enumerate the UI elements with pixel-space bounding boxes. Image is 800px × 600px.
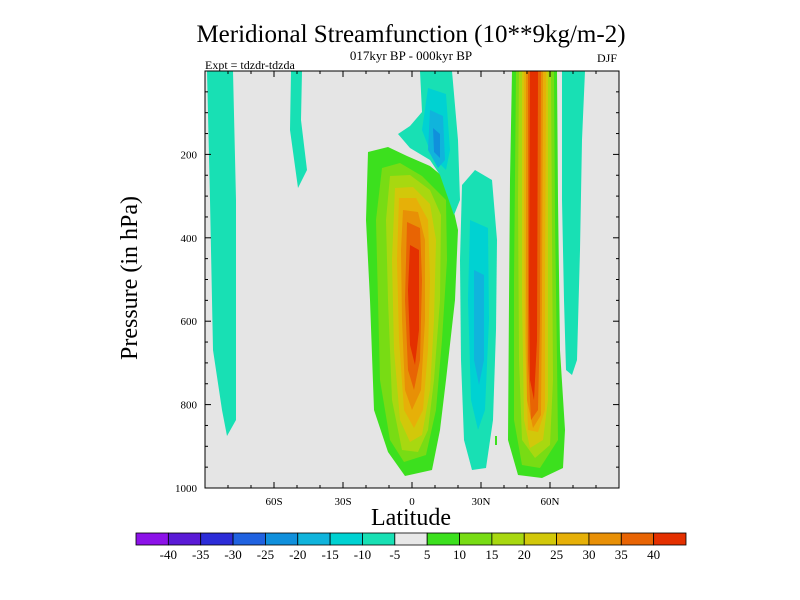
x-tick-label: 60N	[541, 496, 560, 508]
y-axis-ticks: 200 400 600 800 1000	[175, 70, 619, 495]
subtropical-negative-l2	[474, 270, 484, 385]
colorbar-swatch	[232, 532, 266, 546]
nh-cell-core	[529, 71, 538, 400]
plot-area: 60S 30S 0 30N 60N 200 400 600 800 1000	[175, 70, 620, 508]
chart-subtitle: 017kyr BP - 000kyr BP	[350, 48, 472, 63]
colorbar-label: -15	[321, 547, 338, 562]
upper-southern-band	[290, 71, 307, 188]
y-tick-label: 600	[181, 316, 198, 328]
southern-band	[207, 71, 236, 436]
colorbar-swatch	[297, 532, 331, 546]
colorbar-swatch	[620, 532, 655, 546]
y-tick-label: 1000	[175, 483, 198, 495]
colorbar-swatch	[394, 532, 428, 546]
colorbar-swatch	[362, 532, 396, 546]
y-axis-label: Pressure (in hPa)	[117, 196, 143, 360]
small-positive-fleck	[495, 436, 497, 445]
colorbar-label: 10	[453, 547, 466, 562]
colorbar-swatch	[556, 532, 590, 546]
colorbar: -40 -35 -30 -25 -20 -15 -10 -5 5 10 15 20 25 30 35 40	[135, 532, 687, 562]
colorbar-swatch	[200, 532, 234, 546]
y-tick-label: 800	[181, 400, 198, 412]
colorbar-label: 30	[582, 547, 595, 562]
x-axis-ticks: 60S 30S 0 30N 60N	[204, 71, 620, 508]
colorbar-swatch	[135, 532, 169, 546]
y-tick-label: 400	[181, 233, 198, 245]
equatorial-negative-l3	[433, 128, 440, 158]
colorbar-label: -5	[389, 547, 400, 562]
experiment-label: Expt = tdzdr-tdzda	[205, 58, 296, 72]
colorbar-label: 25	[550, 547, 563, 562]
colorbar-swatch	[491, 532, 525, 546]
x-tick-label: 30N	[472, 496, 491, 508]
colorbar-swatch	[167, 532, 202, 546]
colorbar-swatch	[653, 532, 687, 546]
chart-title: Meridional Streamfunction (10**9kg/m-2)	[196, 21, 625, 48]
y-tick-label: 200	[181, 149, 198, 161]
colorbar-swatch	[265, 532, 299, 546]
colorbar-swatch	[459, 532, 493, 546]
contour-fill	[207, 71, 585, 478]
colorbar-swatch	[329, 532, 363, 546]
x-axis-label: Latitude	[371, 505, 451, 531]
colorbar-label: -40	[160, 547, 177, 562]
x-tick-label: 30S	[334, 496, 351, 508]
colorbar-swatch	[523, 532, 557, 546]
equatorial-cell-core	[408, 245, 419, 365]
colorbar-swatch	[426, 532, 460, 546]
colorbar-label: 35	[615, 547, 628, 562]
season-label: DJF	[597, 51, 617, 65]
x-tick-label: 0	[409, 496, 415, 508]
colorbar-label: -25	[257, 547, 274, 562]
colorbar-label: -20	[289, 547, 306, 562]
colorbar-label: 20	[518, 547, 531, 562]
colorbar-swatch	[588, 532, 622, 546]
colorbar-label: -35	[192, 547, 209, 562]
colorbar-label: 40	[647, 547, 660, 562]
colorbar-label: 5	[424, 547, 431, 562]
polar-negative-band	[562, 71, 585, 375]
colorbar-label: -10	[354, 547, 371, 562]
colorbar-label: -30	[224, 547, 241, 562]
x-tick-label: 60S	[265, 496, 282, 508]
colorbar-label: 15	[485, 547, 498, 562]
